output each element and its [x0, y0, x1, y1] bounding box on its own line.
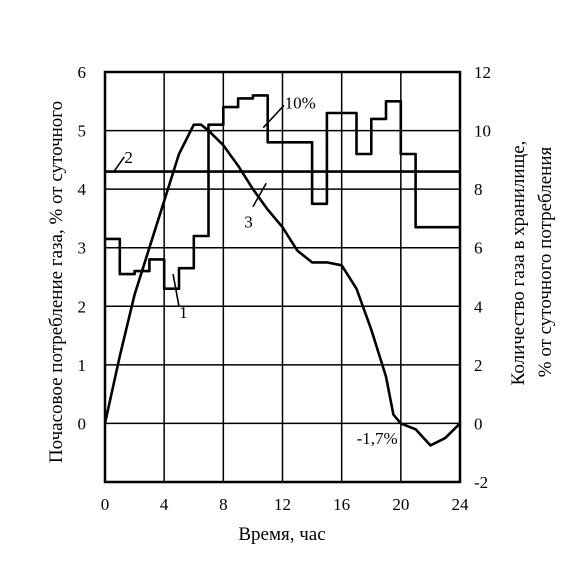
x-tick-label: 0: [101, 495, 110, 514]
y-left-tick-label: 3: [78, 239, 87, 258]
x-tick-label: 8: [219, 495, 228, 514]
y-right-tick-label: 0: [474, 414, 483, 433]
leader-line: [172, 273, 180, 307]
plot-frame: [103, 70, 462, 484]
leader-line: [113, 156, 125, 173]
x-tick-label: 16: [333, 495, 350, 514]
x-tick-label: 12: [274, 495, 291, 514]
y-left-tick-label: 4: [78, 180, 87, 199]
series-group: [103, 94, 461, 447]
series-3-line: [103, 123, 461, 447]
y-right-axis-title-line1: Количество газа в хранилище,: [508, 141, 529, 386]
y-left-tick-label: 2: [78, 297, 87, 316]
y-right-tick-label: 10: [474, 122, 491, 141]
x-axis-title: Время, час: [238, 524, 325, 545]
annotation-label: 3: [244, 212, 253, 231]
annotation-label: 10%: [285, 93, 316, 112]
y-right-tick-label: 6: [474, 239, 483, 258]
annotations: 1 2 3 10% -1,7%: [113, 93, 398, 448]
y-right-tick-label: 2: [474, 356, 483, 375]
annotation-label: 2: [124, 148, 133, 167]
leader-line: [262, 104, 285, 129]
x-tick-label: 4: [160, 495, 169, 514]
grid: [105, 72, 460, 482]
annotation-label: -1,7%: [357, 429, 398, 448]
y-left-axis-title: Почасовое потребление газа, % от суточно…: [46, 101, 67, 463]
y-right-tick-label: 8: [474, 180, 483, 199]
y-right-tick-label: 4: [474, 297, 483, 316]
y-left-tick-label: 0: [78, 414, 87, 433]
y-left-tick-label: 5: [78, 122, 87, 141]
y-left-tick-label: 6: [78, 63, 87, 82]
series-1-line: [105, 94, 460, 290]
y-right-axis-title-line2: % от суточного потребления: [535, 147, 556, 378]
y-right-tick-label: 12: [474, 63, 491, 82]
y-left-tick-label: 1: [78, 356, 87, 375]
y-right-tick-label: -2: [474, 473, 488, 492]
x-tick-label: 20: [392, 495, 409, 514]
annotation-label: 1: [179, 303, 188, 322]
x-tick-label: 24: [452, 495, 470, 514]
leader-line: [252, 182, 267, 208]
